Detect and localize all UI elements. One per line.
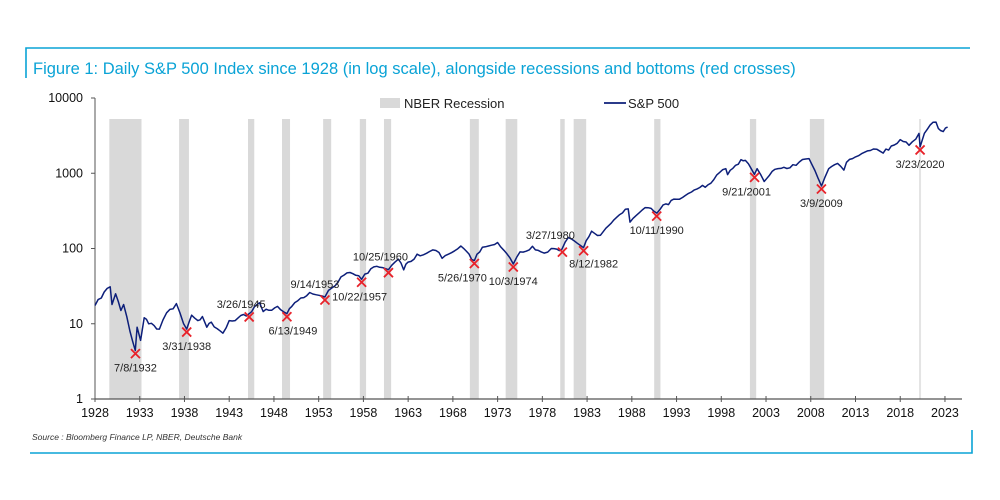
recession-band bbox=[505, 119, 518, 399]
axes: 1 10 100 1000 10000 1928 1933 1938 1943 1948 1953 1… bbox=[48, 91, 962, 420]
bottom-marker: 9/14/1953 bbox=[290, 279, 339, 306]
bottom-marker: 3/31/1938 bbox=[162, 326, 211, 353]
x-tick-label: 2023 bbox=[931, 406, 959, 420]
x-tick-label: 1933 bbox=[126, 406, 154, 420]
recession-band bbox=[109, 119, 142, 399]
recession-band bbox=[247, 119, 255, 399]
x-tick-label: 1953 bbox=[305, 406, 333, 420]
red-cross-icon bbox=[578, 245, 589, 256]
bottom-marker: 6/13/1949 bbox=[268, 311, 317, 338]
x-tick-label: 1938 bbox=[171, 406, 199, 420]
bottom-label: 6/13/1949 bbox=[268, 326, 317, 338]
x-tick-label: 1998 bbox=[707, 406, 735, 420]
red-cross-icon bbox=[281, 311, 293, 322]
legend-series-label: S&P 500 bbox=[628, 96, 679, 111]
bottom-label: 3/23/2020 bbox=[896, 159, 945, 171]
recession-band bbox=[654, 119, 661, 399]
red-cross-icon bbox=[319, 294, 331, 306]
bottom-marker: 10/11/1990 bbox=[630, 211, 684, 237]
recession-band bbox=[323, 119, 332, 399]
bottom-marker: 7/8/1932 bbox=[114, 348, 157, 375]
red-cross-icon bbox=[181, 326, 192, 338]
x-tick-label: 1988 bbox=[618, 406, 646, 420]
recession-band bbox=[359, 119, 367, 399]
bottom-label: 3/26/1945 bbox=[217, 299, 266, 311]
recession-band bbox=[281, 119, 291, 399]
red-cross-icon bbox=[557, 246, 568, 258]
source-note: Source : Bloomberg Finance LP, NBER, Deu… bbox=[32, 432, 243, 442]
bottom-label: 8/12/1982 bbox=[569, 259, 618, 271]
x-tick-label: 1928 bbox=[81, 406, 109, 420]
recession-band bbox=[560, 119, 565, 399]
red-cross-icon bbox=[469, 258, 480, 269]
red-cross-icon bbox=[383, 267, 394, 278]
bottom-marker: 3/27/1980 bbox=[526, 230, 575, 258]
x-tick-label: 1958 bbox=[350, 406, 378, 420]
x-tick-label: 1943 bbox=[215, 406, 243, 420]
bottom-label: 7/8/1932 bbox=[114, 363, 157, 375]
bottom-marker: 3/9/2009 bbox=[800, 183, 843, 210]
chart-title: Figure 1: Daily S&P 500 Index since 1928… bbox=[33, 60, 796, 78]
recession-band bbox=[919, 119, 922, 399]
red-cross-icon bbox=[749, 172, 760, 183]
bottom-label: 10/25/1960 bbox=[353, 252, 408, 264]
x-tick-label: 2013 bbox=[842, 406, 870, 420]
bottoms: 7/8/1932 3/31/1938 3/26/1945 6/13/1949 9/14/… bbox=[114, 144, 945, 375]
recession-band bbox=[809, 119, 825, 399]
red-cross-icon bbox=[356, 277, 367, 288]
red-cross-icon bbox=[244, 311, 255, 323]
red-cross-icon bbox=[914, 144, 926, 156]
bottom-marker: 3/23/2020 bbox=[896, 144, 945, 171]
x-tick-label: 1948 bbox=[260, 406, 288, 420]
bottom-marker: 8/12/1982 bbox=[569, 245, 618, 271]
bottom-label: 9/21/2001 bbox=[722, 186, 771, 198]
bottom-label: 5/26/1970 bbox=[438, 272, 487, 284]
x-tick-label: 1968 bbox=[439, 406, 467, 420]
x-tick-label: 1978 bbox=[528, 406, 556, 420]
bottom-label: 10/22/1957 bbox=[332, 291, 387, 303]
recession-band bbox=[749, 119, 757, 399]
red-cross-icon bbox=[816, 183, 827, 195]
recession-band bbox=[179, 119, 189, 399]
legend-recession-label: NBER Recession bbox=[404, 96, 504, 111]
x-tick-label: 1983 bbox=[573, 406, 601, 420]
bottom-label: 9/14/1953 bbox=[290, 279, 339, 291]
x-tick-label: 2008 bbox=[797, 406, 825, 420]
legend: NBER Recession S&P 500 bbox=[380, 96, 679, 111]
figure-frame bbox=[25, 47, 973, 454]
red-cross-icon bbox=[651, 211, 662, 222]
red-cross-icon bbox=[508, 261, 519, 273]
legend-recession-swatch bbox=[380, 98, 400, 108]
bottom-marker: 10/22/1957 bbox=[332, 277, 387, 303]
bottom-label: 10/3/1974 bbox=[489, 276, 538, 288]
bottom-label: 3/9/2009 bbox=[800, 198, 843, 210]
x-tick-label: 1993 bbox=[663, 406, 691, 420]
y-tick-label: 1000 bbox=[55, 166, 83, 180]
y-tick-label: 10 bbox=[69, 317, 83, 331]
bottom-marker: 3/26/1945 bbox=[217, 299, 266, 323]
x-tick-label: 1963 bbox=[394, 406, 422, 420]
x-tick-label: 2003 bbox=[752, 406, 780, 420]
y-tick-label: 1 bbox=[76, 392, 83, 406]
bottom-marker: 5/26/1970 bbox=[438, 258, 487, 284]
bottom-label: 10/11/1990 bbox=[630, 225, 684, 237]
recession-band bbox=[573, 119, 587, 399]
bottom-label: 3/27/1980 bbox=[526, 230, 575, 242]
y-tick-label: 10000 bbox=[48, 91, 83, 105]
recession-band bbox=[383, 119, 392, 399]
bottom-marker: 10/25/1960 bbox=[353, 252, 408, 278]
bottom-marker: 9/21/2001 bbox=[722, 172, 771, 198]
red-cross-icon bbox=[130, 348, 141, 359]
x-tick-label: 1973 bbox=[484, 406, 512, 420]
y-tick-label: 100 bbox=[62, 242, 83, 256]
bottom-label: 3/31/1938 bbox=[162, 341, 211, 353]
bottom-marker: 10/3/1974 bbox=[489, 261, 538, 288]
sp500-line bbox=[94, 121, 948, 352]
x-tick-label: 2018 bbox=[886, 406, 914, 420]
